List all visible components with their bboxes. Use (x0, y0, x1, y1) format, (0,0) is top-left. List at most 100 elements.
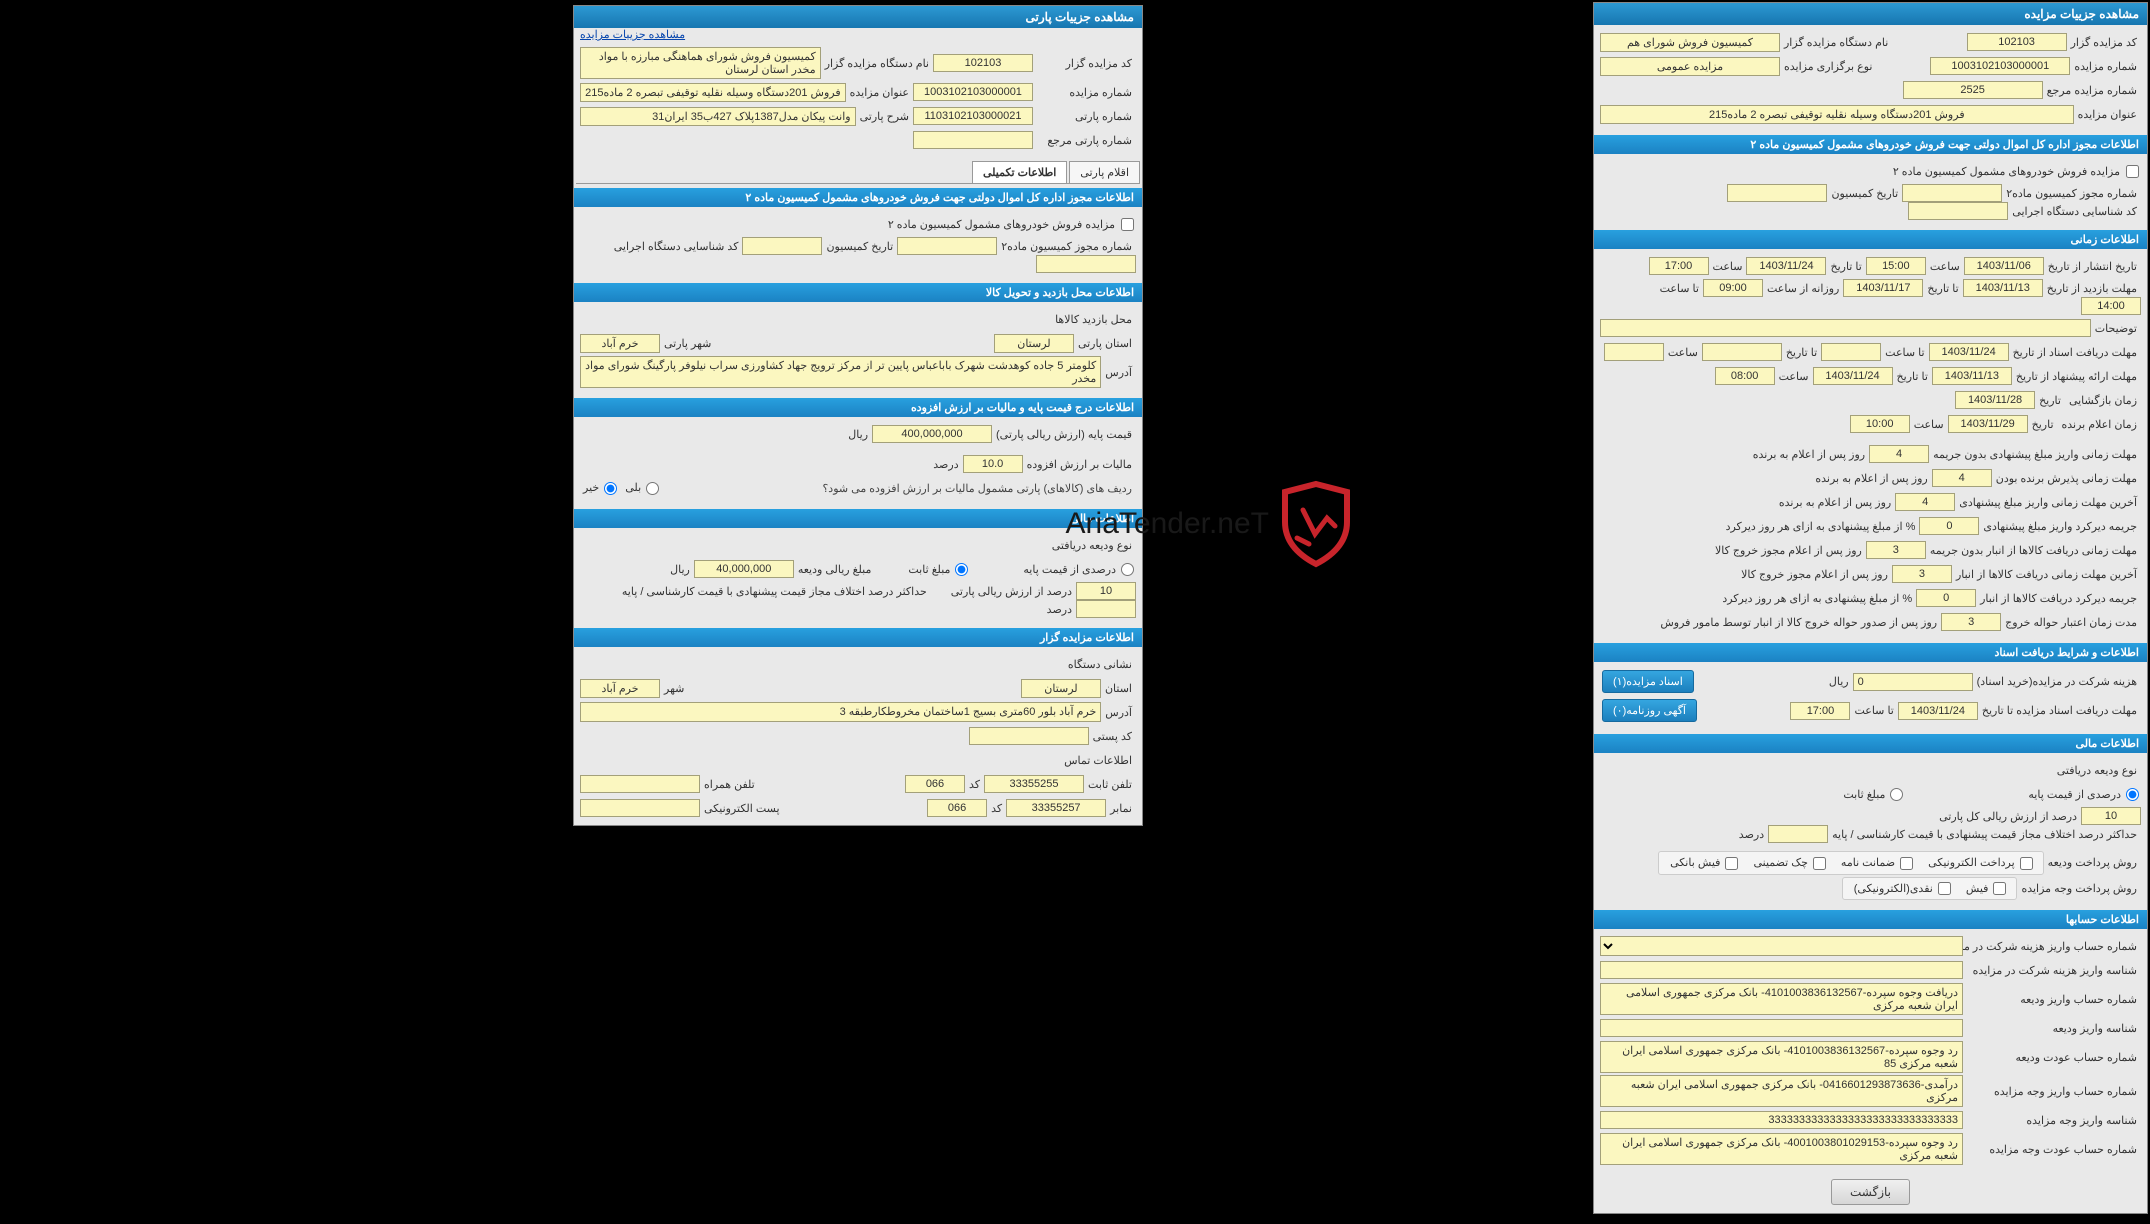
label: مبلغ ثابت (908, 563, 950, 576)
label: مهلت دریافت اسناد از تاریخ (2013, 346, 2137, 359)
label: شماره پارتی مرجع (1037, 134, 1132, 147)
label: تا تاریخ (1897, 370, 1928, 383)
d2: 4 (1932, 469, 1992, 487)
label: جریمه دیرکرد واریز مبلغ پیشنهادی (1983, 520, 2137, 533)
pub-to-date: 1403/11/24 (1746, 257, 1826, 275)
city: خرم آباد (580, 334, 660, 353)
d8: 3 (1941, 613, 2001, 631)
label: نقدی(الکترونیکی) (1854, 883, 1933, 895)
pub-from-hour: 15:00 (1866, 257, 1926, 275)
label: استان پارتی (1078, 337, 1132, 350)
auction-type: مزایده عمومی (1600, 57, 1780, 76)
label: عنوان مزایده (850, 86, 909, 99)
label: تلفن ثابت (1088, 778, 1132, 791)
label: خیر (583, 482, 599, 494)
label: تاریخ کمیسیون (1831, 187, 1898, 200)
label: شماره حساب واریز وجه مزایده (1967, 1085, 2137, 1098)
vat-yes[interactable] (646, 482, 659, 495)
logo: AriaTender.neT (1066, 480, 1355, 568)
label: فیش (1966, 883, 1989, 895)
label: شماره حساب واریز ودیعه (1967, 993, 2137, 1006)
label: مهلت دریافت اسناد مزایده تا تاریخ (1982, 704, 2137, 717)
tab-items[interactable]: اقلام پارتی (1069, 161, 1140, 183)
chk-fish[interactable] (1993, 882, 2006, 895)
label: تاریخ انتشار از تاریخ (2048, 260, 2137, 273)
label: روز پس از اعلام به برنده (1753, 448, 1865, 461)
max-diff-r (1076, 600, 1136, 618)
chk-bank[interactable] (1725, 857, 1738, 870)
label: نوع برگزاری مزایده (1784, 60, 1872, 73)
bid-from: 1403/11/13 (1932, 367, 2012, 385)
license-chk-r[interactable] (1121, 218, 1134, 231)
shield-icon (1277, 480, 1355, 568)
label: شهر پارتی (664, 337, 711, 350)
label: روزانه از ساعت (1767, 282, 1839, 295)
label: اطلاعات تماس (1064, 754, 1132, 767)
tab-extra[interactable]: اطلاعات تکمیلی (972, 161, 1067, 183)
section-fin-r: اطلاعات مالی (574, 509, 1142, 528)
label: نوع ودیعه دریافتی (2057, 764, 2137, 777)
docs-button[interactable]: اسناد مزایده(۱) (1602, 670, 1694, 693)
label: شماره مزایده (2074, 60, 2137, 73)
label: شماره حساب عودت وجه مزایده (1967, 1143, 2137, 1156)
label: ساعت (1779, 370, 1809, 383)
logo-text: AriaTender.neT (1066, 507, 1269, 541)
section-time: اطلاعات زمانی (1594, 230, 2147, 249)
radio-pct[interactable] (2126, 788, 2139, 801)
radio-fixed[interactable] (1890, 788, 1903, 801)
back-button[interactable]: بازگشت (1831, 1179, 1910, 1205)
chk-epay[interactable] (2020, 857, 2033, 870)
ref-number: 2525 (1903, 81, 2043, 99)
section-docs: اطلاعات و شرایط دریافت اسناد (1594, 643, 2147, 662)
label: مالیات بر ارزش افزوده (1027, 458, 1132, 471)
post-code (969, 727, 1089, 745)
phone: 33355255 (984, 775, 1084, 793)
r-fix[interactable] (955, 563, 968, 576)
label: تا تاریخ (1927, 282, 1958, 295)
doc-rcv-from: 1403/11/24 (1929, 343, 2009, 361)
visit-from-h: 09:00 (1703, 279, 1763, 297)
view-detail-link[interactable]: مشاهده جزییات مزایده (574, 27, 691, 43)
doc-rcv-to-h (1604, 343, 1664, 361)
dep-amt: 40,000,000 (694, 560, 794, 578)
label: محل بازدید کالاها (1055, 313, 1132, 326)
chk-check[interactable] (1813, 857, 1826, 870)
label: تا ساعت (1885, 346, 1924, 359)
label: شناسه واریز ودیعه (1967, 1022, 2137, 1035)
label: مهلت زمانی پذیرش برنده بودن (1996, 472, 2137, 485)
org-prov: لرستان (1021, 679, 1101, 698)
vat-no[interactable] (604, 482, 617, 495)
label: آخرین مهلت زمانی دریافت کالاها از انبار (1956, 568, 2137, 581)
doc-cost: 0 (1853, 673, 1973, 691)
label: روز پس از اعلام به برنده (1779, 496, 1891, 509)
ref-party (913, 131, 1033, 149)
label: پست الکترونیکی (704, 802, 780, 815)
label: ریال (848, 428, 868, 441)
auc-title: فروش 201دستگاه وسیله نقلیه توقیفی تبصره … (580, 83, 846, 102)
label: آدرس (1105, 706, 1132, 719)
license-checkbox[interactable] (2126, 165, 2139, 178)
deposit-pay-group: پرداخت الکترونیکی ضمانت نامه چک تضمینی ف… (1658, 851, 2044, 875)
auction-code: 102103 (1967, 33, 2067, 51)
news-button[interactable]: آگهی روزنامه(۰) (1602, 699, 1697, 722)
label: مبلغ ثابت (1843, 788, 1885, 801)
bid-to-h: 08:00 (1715, 367, 1775, 385)
chk-guarantee[interactable] (1900, 857, 1913, 870)
label: کد (969, 778, 980, 791)
label: شماره حساب عودت ودیعه (1967, 1051, 2137, 1064)
label: شماره پارتی (1037, 110, 1132, 123)
acc1-select[interactable] (1600, 936, 1963, 956)
section-visit: اطلاعات محل بازدید و تحویل کالا (574, 283, 1142, 302)
label: درصد از ارزش ریالی کل پارتی (1939, 810, 2077, 823)
pub-from-date: 1403/11/06 (1964, 257, 2044, 275)
winner-date: 1403/11/29 (1948, 415, 2028, 433)
exec-code (1908, 202, 2008, 220)
label: شهر (664, 682, 684, 695)
label: % از مبلغ پیشنهادی به ازای هر روز دیرکرد (1726, 520, 1916, 533)
lic-no (897, 237, 997, 255)
chk-cash[interactable] (1938, 882, 1951, 895)
label: روش پرداخت ودیعه (2048, 856, 2137, 869)
label: چک تضمینی (1753, 857, 1807, 869)
visit-to-h: 14:00 (2081, 297, 2141, 315)
bid-to: 1403/11/24 (1813, 367, 1893, 385)
